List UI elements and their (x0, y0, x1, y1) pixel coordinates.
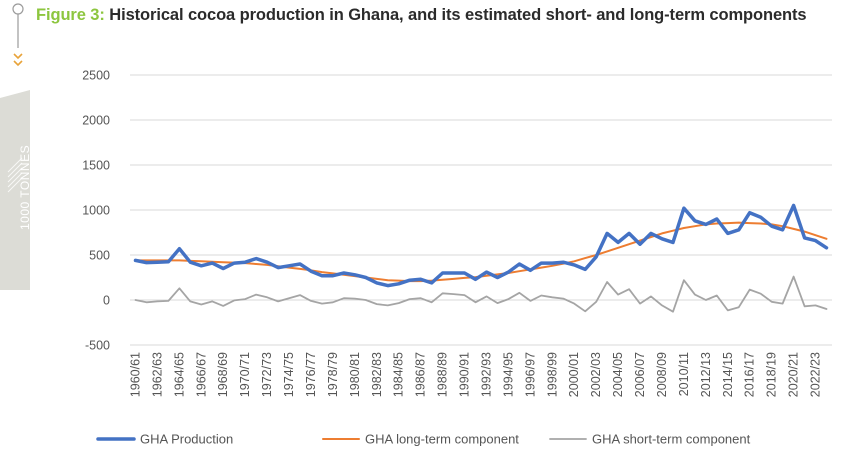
x-tick-label: 1980/81 (348, 352, 362, 397)
y-tick-label: 1500 (82, 159, 110, 173)
x-tick-label: 2004/05 (611, 352, 625, 397)
x-tick-label: 1966/67 (194, 352, 208, 397)
x-tick-label: 1996/97 (523, 352, 537, 397)
x-tick-label: 1978/79 (326, 352, 340, 397)
x-tick-label: 1984/85 (392, 352, 406, 397)
legend-label: GHA long-term component (365, 432, 519, 447)
chevron-down-icon (13, 53, 23, 67)
y-tick-label: -500 (85, 339, 110, 353)
x-tick-label: 1988/89 (436, 352, 450, 397)
x-tick-label: 2014/15 (721, 352, 735, 397)
x-tick-label: 2006/07 (633, 352, 647, 397)
figure-title-text: Historical cocoa production in Ghana, an… (109, 6, 807, 24)
y-tick-label: 1000 (82, 204, 110, 218)
timeline-icon (12, 3, 24, 48)
x-tick-label: 1992/93 (479, 352, 493, 397)
grid-lines (130, 74, 832, 346)
x-tick-label: 2018/19 (765, 352, 779, 397)
x-tick-label: 2012/13 (699, 352, 713, 397)
y-tick-label: 500 (89, 249, 110, 263)
legend-label: GHA Production (140, 432, 233, 447)
legend-label: GHA short-term component (592, 432, 751, 447)
x-tick-label: 1976/77 (304, 352, 318, 397)
x-tick-label: 1990/91 (458, 352, 472, 397)
figure-title: Figure 3: Historical cocoa production in… (36, 6, 807, 25)
figure-label: Figure 3: (36, 6, 105, 24)
x-tick-label: 2000/01 (567, 352, 581, 397)
x-tick-label: 2020/21 (787, 352, 801, 397)
x-tick-label: 2010/11 (677, 352, 691, 396)
x-tick-label: 1960/61 (128, 352, 142, 397)
y-tick-labels: -500 0 500 1000 1500 2000 2500 (82, 69, 110, 353)
x-tick-label: 1968/69 (216, 352, 230, 397)
x-tick-label: 2002/03 (589, 352, 603, 397)
y-tick-label: 0 (103, 294, 110, 308)
x-tick-label: 1962/63 (150, 352, 164, 397)
x-tick-label: 1986/87 (414, 352, 428, 397)
x-tick-label: 1970/71 (238, 352, 252, 397)
x-tick-label: 2016/17 (743, 352, 757, 397)
hatch-decoration (7, 157, 23, 193)
x-tick-label: 1964/65 (172, 352, 186, 397)
x-tick-label: 2008/09 (655, 352, 669, 397)
y-tick-label: 2500 (82, 69, 110, 83)
x-tick-label: 1998/99 (545, 352, 559, 397)
x-tick-label: 2022/23 (809, 352, 823, 397)
series-line-1 (133, 203, 829, 288)
x-tick-labels: 1960/61 1962/63 1964/65 1966/67 1968/69 1970/… (128, 352, 822, 397)
x-tick-label: 1994/95 (501, 352, 515, 397)
series-lines (133, 203, 829, 313)
x-tick-label: 1972/73 (260, 352, 274, 397)
figure-sidebar (0, 3, 30, 290)
y-tick-label: 2000 (82, 114, 110, 128)
series-line-3 (134, 275, 828, 313)
sidebar-band (0, 90, 30, 290)
x-tick-label: 1982/83 (370, 352, 384, 397)
series-line-2 (134, 221, 828, 283)
x-tick-label: 1974/75 (282, 352, 296, 397)
legend: GHA Production GHA long-term component GHA… (96, 432, 751, 447)
